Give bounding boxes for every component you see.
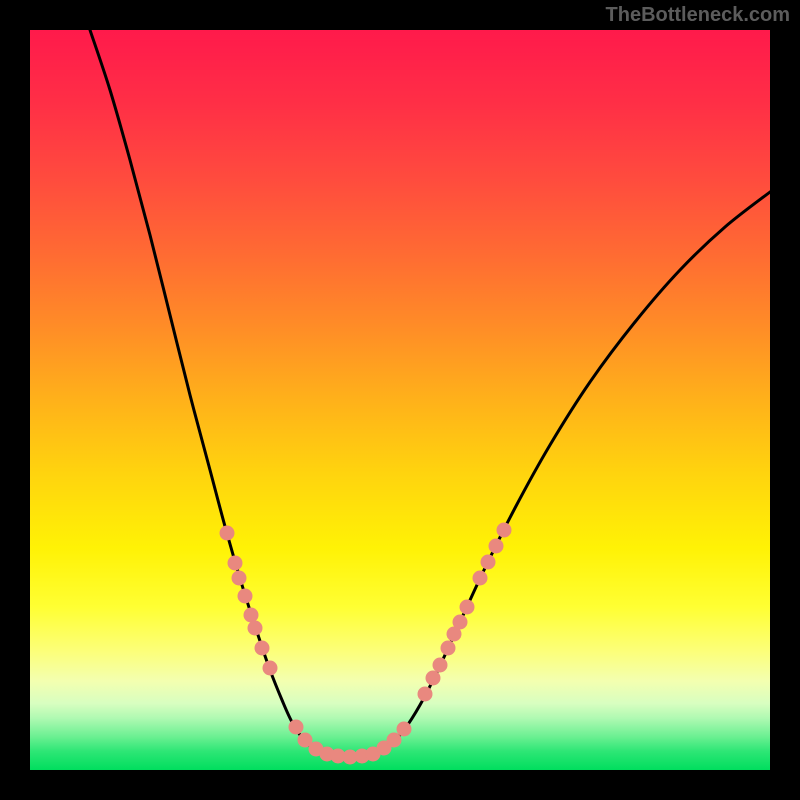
marker-dot: [228, 556, 243, 571]
plot-area: [30, 30, 770, 770]
marker-dot: [255, 641, 270, 656]
marker-dot: [453, 615, 468, 630]
marker-dot: [426, 671, 441, 686]
marker-dot: [473, 571, 488, 586]
marker-dot: [220, 526, 235, 541]
marker-dot: [481, 555, 496, 570]
bottleneck-curve: [90, 30, 770, 757]
markers-group: [220, 523, 512, 765]
marker-dot: [397, 722, 412, 737]
marker-dot: [441, 641, 456, 656]
marker-dot: [433, 658, 448, 673]
marker-dot: [460, 600, 475, 615]
marker-dot: [238, 589, 253, 604]
marker-dot: [489, 539, 504, 554]
marker-dot: [232, 571, 247, 586]
chart-frame: TheBottleneck.com: [0, 0, 800, 800]
marker-dot: [244, 608, 259, 623]
watermark-text: TheBottleneck.com: [606, 4, 790, 27]
marker-dot: [497, 523, 512, 538]
marker-dot: [263, 661, 278, 676]
marker-dot: [418, 687, 433, 702]
marker-dot: [248, 621, 263, 636]
marker-dot: [289, 720, 304, 735]
curve-layer: [30, 30, 770, 770]
